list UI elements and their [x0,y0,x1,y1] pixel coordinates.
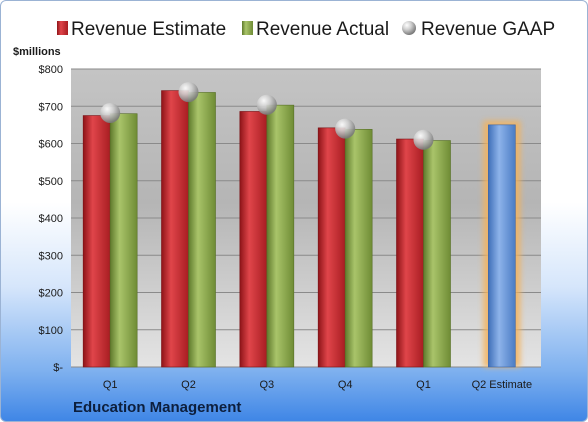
x-category-label: Q1 [416,379,431,391]
marker-revenue-gaap [178,82,199,103]
bar-revenue-actual [344,129,373,368]
bar-revenue-actual [188,92,216,368]
x-category-label: Q2 [181,379,196,391]
x-category-label: Q2 Estimate [472,379,533,391]
y-axis-ticks: $- $100 $200 $300 $400 $500 $600 $700 $800 [39,64,64,374]
bar-revenue-actual [423,140,451,368]
y-axis-unit-label: $millions [13,46,61,58]
marker-revenue-gaap [100,102,121,123]
gridlines [71,68,541,368]
bar-q2-estimate [488,124,516,368]
y-tick-label: $500 [39,176,63,188]
y-tick-label: $800 [39,64,63,76]
x-category-label: Q4 [338,379,353,391]
y-tick-label: $700 [39,101,63,113]
legend-item-actual: Revenue Actual [242,19,389,40]
legend-item-estimate: Revenue Estimate [57,19,226,40]
marker-revenue-gaap [413,129,434,150]
y-tick-label: $- [53,362,63,374]
marker-revenue-gaap [335,118,356,139]
company-name: Education Management [73,399,241,416]
legend: Revenue Estimate Revenue Actual Revenue … [57,19,555,40]
y-tick-label: $100 [39,325,63,337]
legend-swatch-estimate [57,21,68,35]
legend-label-estimate: Revenue Estimate [71,19,226,40]
bars [82,90,521,368]
y-tick-label: $600 [39,139,63,151]
bar-revenue-actual [109,113,138,368]
bar-revenue-estimate [239,111,268,368]
x-axis-categories: Q1 Q2 Q3 Q4 Q1 Q2 Estimate [103,379,532,391]
y-tick-label: $200 [39,288,63,300]
legend-item-gaap: Revenue GAAP [402,19,555,40]
legend-swatch-actual [242,21,253,35]
legend-marker-gaap [402,21,416,35]
legend-label-actual: Revenue Actual [256,19,389,40]
bar-revenue-actual [266,104,295,368]
legend-label-gaap: Revenue GAAP [421,19,555,40]
marker-revenue-gaap [256,94,277,115]
y-tick-label: $400 [39,213,63,225]
bar-revenue-estimate [396,138,424,368]
y-tick-label: $300 [39,250,63,262]
x-category-label: Q1 [103,379,118,391]
bar-revenue-estimate [82,115,111,368]
x-category-label: Q3 [259,379,274,391]
bar-revenue-estimate [161,90,189,368]
bar-revenue-estimate [317,127,346,368]
gaap-markers [100,82,434,150]
